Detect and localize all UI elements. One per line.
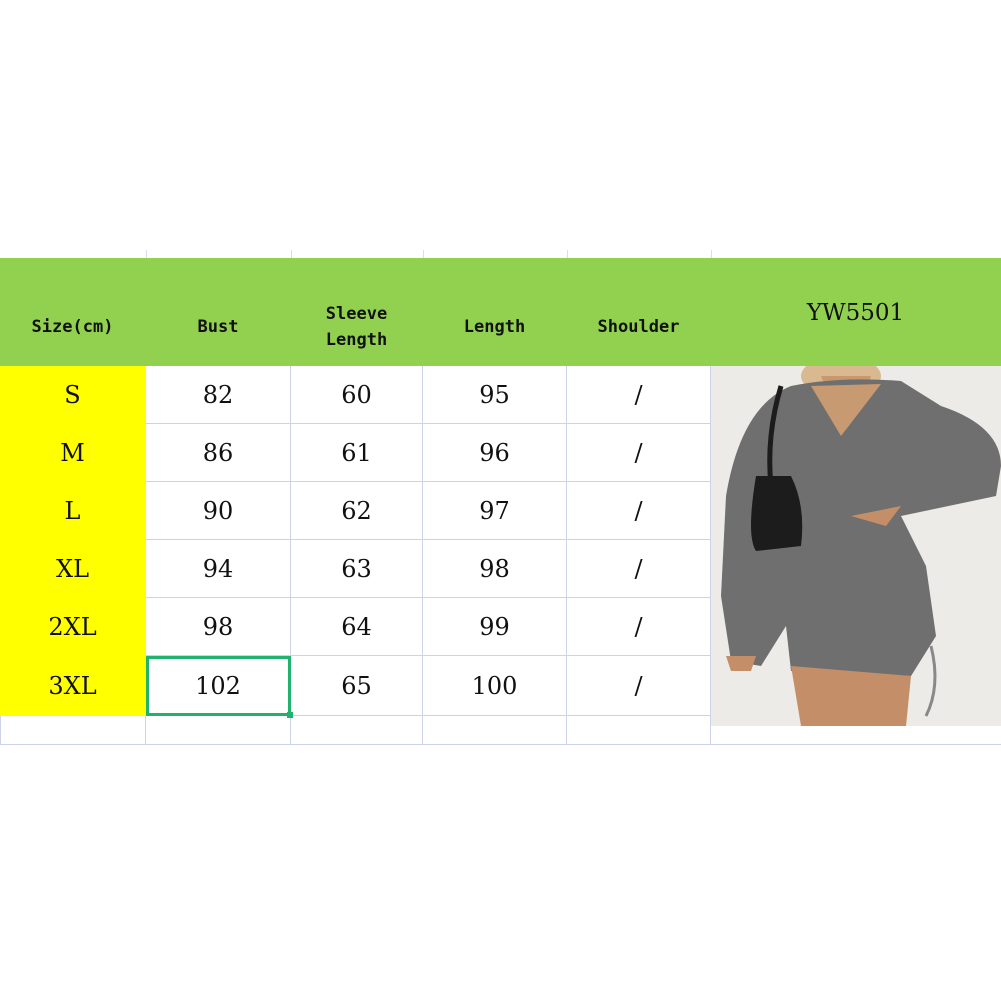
empty-cell[interactable] <box>146 716 291 745</box>
header-bust: Bust <box>146 258 291 366</box>
cell-size[interactable]: L <box>0 482 146 540</box>
cell-size[interactable]: M <box>0 424 146 482</box>
cell-length[interactable]: 95 <box>423 366 567 424</box>
header-size: Size(cm) <box>0 258 146 366</box>
empty-cell[interactable] <box>711 726 1001 745</box>
cell-length[interactable]: 97 <box>423 482 567 540</box>
cell-length[interactable]: 99 <box>423 598 567 656</box>
header-sleeve-length: Sleeve Length <box>291 258 423 366</box>
cell-bust[interactable]: 82 <box>146 366 291 424</box>
cell-sleeve[interactable]: 60 <box>291 366 423 424</box>
cell-sleeve[interactable]: 65 <box>291 656 423 716</box>
size-chart-table: Size(cm) Bust Sleeve Length Length Shoul… <box>0 258 1001 745</box>
cell-length[interactable]: 96 <box>423 424 567 482</box>
cell-bust[interactable]: 94 <box>146 540 291 598</box>
cell-sleeve[interactable]: 63 <box>291 540 423 598</box>
cell-size[interactable]: S <box>0 366 146 424</box>
cell-length[interactable]: 100 <box>423 656 567 716</box>
model-code: YW5501 <box>711 258 1001 366</box>
cell-bust[interactable]: 98 <box>146 598 291 656</box>
cell-bust[interactable]: 90 <box>146 482 291 540</box>
cell-sleeve[interactable]: 62 <box>291 482 423 540</box>
cell-shoulder[interactable]: / <box>567 656 711 716</box>
gridline <box>146 250 147 258</box>
product-photo <box>711 366 1001 726</box>
cell-size[interactable]: 3XL <box>0 656 146 716</box>
header-sleeve-line1: Sleeve <box>325 303 388 324</box>
model-dress-image <box>711 366 1001 726</box>
cell-bust[interactable]: 102 <box>146 656 291 716</box>
cell-sleeve[interactable]: 64 <box>291 598 423 656</box>
empty-cell[interactable] <box>423 716 567 745</box>
selection-fill-handle[interactable] <box>287 712 293 718</box>
empty-cell[interactable] <box>567 716 711 745</box>
cell-length[interactable]: 98 <box>423 540 567 598</box>
gridline <box>423 250 424 258</box>
header-shoulder: Shoulder <box>567 258 711 366</box>
empty-cell[interactable] <box>291 716 423 745</box>
gridline <box>567 250 568 258</box>
header-sleeve-line2: Length <box>325 329 388 350</box>
cell-size[interactable]: 2XL <box>0 598 146 656</box>
gridline <box>291 250 292 258</box>
header-length: Length <box>423 258 567 366</box>
cell-sleeve[interactable]: 61 <box>291 424 423 482</box>
gridline <box>711 250 712 258</box>
cell-shoulder[interactable]: / <box>567 482 711 540</box>
cell-shoulder[interactable]: / <box>567 366 711 424</box>
cell-shoulder[interactable]: / <box>567 424 711 482</box>
empty-cell[interactable] <box>0 716 146 745</box>
cell-shoulder[interactable]: / <box>567 540 711 598</box>
cell-shoulder[interactable]: / <box>567 598 711 656</box>
cell-size[interactable]: XL <box>0 540 146 598</box>
cell-bust[interactable]: 86 <box>146 424 291 482</box>
